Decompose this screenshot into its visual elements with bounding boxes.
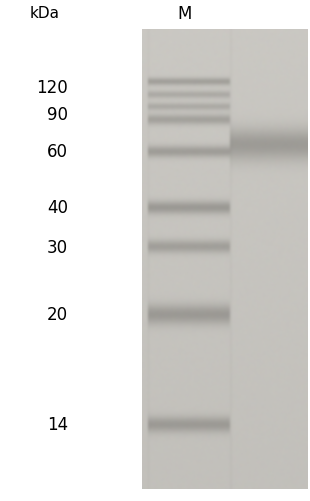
Text: 14: 14: [47, 415, 68, 433]
Text: 40: 40: [47, 198, 68, 216]
Text: 120: 120: [36, 79, 68, 97]
Text: 30: 30: [47, 238, 68, 257]
Text: 20: 20: [47, 306, 68, 323]
Text: 90: 90: [47, 106, 68, 124]
Text: 60: 60: [47, 143, 68, 161]
Text: kDa: kDa: [30, 7, 60, 22]
Text: M: M: [178, 5, 192, 23]
